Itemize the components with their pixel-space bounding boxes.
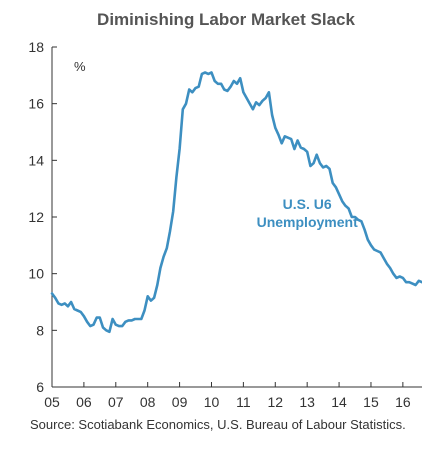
x-tick-label: 08 <box>140 394 156 410</box>
source-note: Source: Scotiabank Economics, U.S. Burea… <box>30 417 406 432</box>
y-tick-label: 16 <box>28 96 44 112</box>
y-tick-label: 10 <box>28 266 44 282</box>
x-tick-label: 07 <box>108 394 124 410</box>
x-tick-label: 10 <box>204 394 220 410</box>
x-tick-label: 15 <box>363 394 379 410</box>
x-tick-label: 16 <box>395 394 411 410</box>
y-tick-label: 6 <box>36 379 44 395</box>
series-annotation: U.S. U6 Unemployment <box>257 196 358 230</box>
u6-unemployment-line <box>50 71 422 334</box>
x-tick-label: 09 <box>172 394 188 410</box>
x-tick-label: 12 <box>267 394 283 410</box>
annotation-line-2: Unemployment <box>257 214 358 230</box>
y-axis: 6 8 10 12 14 16 18 <box>28 39 57 395</box>
y-tick-label: 18 <box>28 39 44 55</box>
x-tick-label: 05 <box>44 394 60 410</box>
y-tick-label: 12 <box>28 209 44 225</box>
x-tick-label: 14 <box>331 394 347 410</box>
x-tick-label: 06 <box>76 394 92 410</box>
annotation-line-1: U.S. U6 <box>283 196 332 212</box>
y-unit-label: % <box>74 59 86 74</box>
x-tick-label: 13 <box>299 394 315 410</box>
series-layer <box>50 71 422 334</box>
x-tick-label: 11 <box>236 394 251 410</box>
chart-title: Diminishing Labor Market Slack <box>97 10 355 29</box>
x-axis: 05 06 07 08 09 10 11 12 13 14 15 16 <box>44 382 422 410</box>
y-tick-label: 8 <box>36 322 44 338</box>
y-tick-label: 14 <box>28 152 44 168</box>
